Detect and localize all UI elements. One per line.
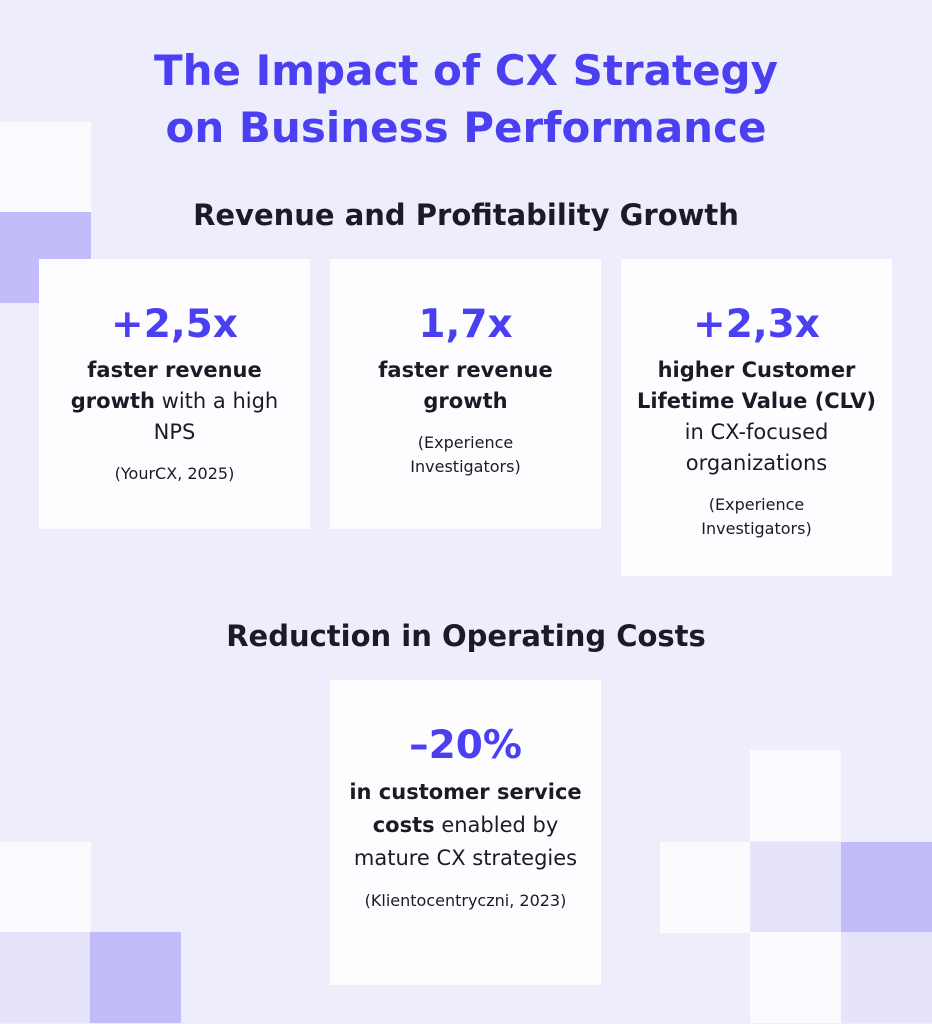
text: with a high NPS — [153, 389, 279, 444]
decor-square — [750, 932, 841, 1023]
decor-square — [841, 932, 932, 1023]
title-line: on Business Performance — [165, 103, 767, 152]
description: faster revenue growth — [344, 355, 587, 417]
stat: +2,5x — [111, 302, 238, 347]
decor-square — [750, 842, 841, 933]
stat-card: +2,5x faster revenue growth with a high … — [39, 259, 310, 529]
title: The Impact of CX Strategy on Business Pe… — [0, 42, 932, 156]
decor-square — [90, 932, 181, 1023]
highlight: faster revenue growth — [378, 358, 553, 413]
decor-square — [841, 842, 932, 933]
stat: –20% — [409, 723, 522, 768]
stat-card: +2,3x higher Customer Lifetime Value (CL… — [621, 259, 892, 576]
decor-square — [0, 932, 91, 1023]
stat: +2,3x — [693, 302, 820, 347]
decor-square — [660, 842, 751, 933]
highlight: faster revenue growth — [70, 358, 262, 413]
highlight: higher Customer Lifetime Value (CLV) — [637, 358, 876, 413]
text: enabled by mature CX strategies — [353, 813, 578, 870]
source: (Klientocentryczni, 2023) — [364, 891, 567, 910]
stat: 1,7x — [418, 302, 513, 347]
section-heading: Reduction in Operating Costs — [226, 619, 706, 653]
description: higher Customer Lifetime Value (CLV) in … — [635, 355, 878, 479]
stat-card: –20% in customer service costs enabled b… — [330, 680, 601, 985]
text: in CX-focused organizations — [684, 420, 829, 475]
decor-square — [0, 842, 91, 933]
description: faster revenue growth with a high NPS — [53, 355, 296, 448]
description: in customer service costs enabled by mat… — [344, 776, 587, 875]
stat-card: 1,7x faster revenue growth (Experience I… — [330, 259, 601, 529]
source: (Experience Investigators) — [701, 495, 812, 538]
decor-square — [750, 750, 841, 841]
source: (Experience Investigators) — [410, 433, 521, 476]
source: (YourCX, 2025) — [114, 464, 235, 483]
section-heading: Revenue and Profitability Growth — [193, 198, 739, 232]
decor-square — [0, 122, 91, 213]
highlight: in customer service costs — [349, 780, 582, 837]
title-line: The Impact of CX Strategy — [153, 46, 778, 95]
